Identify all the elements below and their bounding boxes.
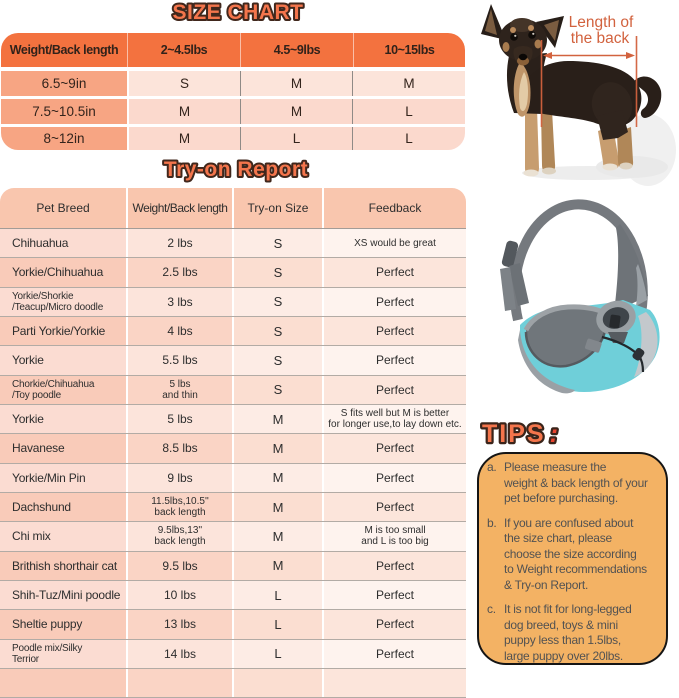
svg-text:the back: the back bbox=[571, 30, 630, 47]
svg-text:Length of: Length of bbox=[569, 14, 634, 31]
svg-text:SIZE CHART: SIZE CHART bbox=[173, 1, 304, 24]
svg-text:TIPS:: TIPS: bbox=[482, 420, 560, 448]
svg-text:Try-on Report: Try-on Report bbox=[164, 158, 308, 181]
